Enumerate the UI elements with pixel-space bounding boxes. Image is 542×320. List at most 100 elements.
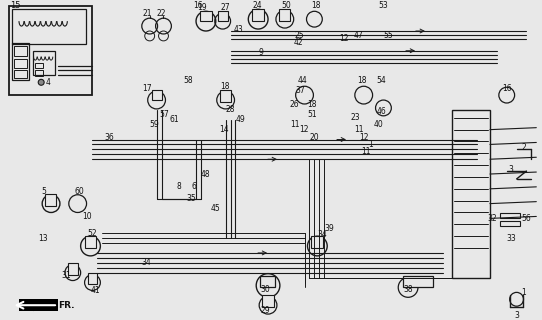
- Text: 39: 39: [324, 224, 334, 233]
- Text: 20: 20: [309, 133, 319, 142]
- Bar: [200, 11, 212, 21]
- Bar: [260, 276, 275, 287]
- Bar: [11, 43, 29, 80]
- Bar: [403, 276, 433, 287]
- Text: 11: 11: [290, 120, 299, 129]
- Bar: [35, 63, 43, 68]
- Text: 12: 12: [300, 125, 309, 134]
- Text: 17: 17: [142, 84, 151, 93]
- Text: 3: 3: [509, 164, 514, 173]
- Text: 42: 42: [294, 38, 304, 47]
- Bar: [33, 51, 55, 76]
- Text: 57: 57: [159, 110, 169, 119]
- Text: 27: 27: [221, 3, 230, 12]
- Text: 10: 10: [82, 212, 92, 221]
- Text: 30: 30: [260, 285, 270, 294]
- Bar: [14, 59, 28, 68]
- Text: 37: 37: [295, 86, 305, 95]
- Text: 47: 47: [354, 31, 364, 40]
- Text: 44: 44: [298, 76, 307, 85]
- Text: 28: 28: [225, 105, 235, 115]
- Bar: [35, 70, 43, 76]
- Text: 31: 31: [61, 271, 70, 280]
- Text: 11: 11: [354, 125, 363, 134]
- Text: 61: 61: [170, 115, 179, 124]
- Text: 4: 4: [45, 78, 50, 87]
- Text: 18: 18: [307, 100, 317, 109]
- Text: 15: 15: [10, 1, 20, 10]
- Bar: [14, 70, 28, 78]
- Bar: [220, 90, 230, 102]
- Text: 59: 59: [150, 120, 159, 129]
- Text: 60: 60: [75, 187, 85, 196]
- Bar: [453, 110, 490, 277]
- Text: 18: 18: [221, 82, 230, 91]
- Text: 13: 13: [38, 234, 48, 243]
- Text: 38: 38: [403, 285, 413, 294]
- Text: 16: 16: [502, 84, 512, 93]
- Text: 12: 12: [359, 133, 368, 142]
- Text: 49: 49: [235, 115, 245, 124]
- Text: 11: 11: [361, 147, 370, 156]
- Text: 9: 9: [258, 48, 263, 57]
- Text: 22: 22: [157, 9, 166, 18]
- Text: 51: 51: [307, 110, 317, 119]
- Text: 41: 41: [91, 286, 100, 295]
- Circle shape: [38, 79, 44, 85]
- Bar: [9, 6, 93, 95]
- Bar: [500, 221, 520, 226]
- Text: 19: 19: [197, 3, 207, 12]
- Text: 58: 58: [183, 76, 193, 85]
- Bar: [88, 273, 98, 284]
- Bar: [14, 46, 28, 56]
- Text: 32: 32: [487, 214, 496, 223]
- Text: 50: 50: [281, 1, 291, 10]
- Text: FR.: FR.: [58, 301, 74, 310]
- Text: 33: 33: [507, 234, 517, 243]
- Bar: [279, 9, 290, 21]
- Bar: [312, 236, 323, 248]
- Text: 29: 29: [260, 306, 270, 315]
- Text: 53: 53: [378, 1, 388, 10]
- Text: 18: 18: [312, 1, 321, 10]
- Text: 26: 26: [290, 100, 299, 109]
- Bar: [45, 194, 56, 205]
- Bar: [152, 90, 162, 100]
- Bar: [252, 9, 264, 21]
- Text: 18: 18: [357, 76, 366, 85]
- Bar: [500, 213, 520, 219]
- Bar: [18, 299, 58, 311]
- Bar: [262, 295, 274, 307]
- Text: 36: 36: [104, 133, 114, 142]
- Text: 56: 56: [521, 214, 531, 223]
- Bar: [85, 236, 96, 248]
- Text: 35: 35: [186, 194, 196, 203]
- Text: 24: 24: [252, 1, 262, 10]
- Bar: [218, 11, 228, 21]
- Text: 1: 1: [521, 288, 526, 297]
- Text: 2: 2: [521, 143, 526, 152]
- Text: 55: 55: [383, 31, 393, 40]
- Bar: [11, 9, 86, 44]
- Text: 3: 3: [514, 311, 519, 320]
- Text: 6: 6: [191, 182, 196, 191]
- Text: 45: 45: [211, 204, 221, 213]
- Text: 14: 14: [219, 125, 228, 134]
- Text: 23: 23: [351, 113, 360, 122]
- Text: 34: 34: [318, 230, 327, 239]
- Text: 54: 54: [377, 76, 386, 85]
- Text: 34: 34: [142, 258, 152, 267]
- Text: 1: 1: [369, 140, 373, 149]
- Text: 40: 40: [373, 120, 383, 129]
- Text: 12: 12: [339, 34, 349, 44]
- Text: 48: 48: [201, 170, 211, 179]
- Text: 25: 25: [295, 31, 304, 40]
- Text: 8: 8: [176, 182, 181, 191]
- Text: 21: 21: [143, 9, 152, 18]
- Text: 5: 5: [41, 187, 46, 196]
- Text: 43: 43: [234, 25, 243, 34]
- Text: 52: 52: [88, 229, 97, 238]
- Text: 46: 46: [377, 108, 386, 116]
- Bar: [68, 263, 78, 275]
- Text: 16: 16: [193, 1, 203, 10]
